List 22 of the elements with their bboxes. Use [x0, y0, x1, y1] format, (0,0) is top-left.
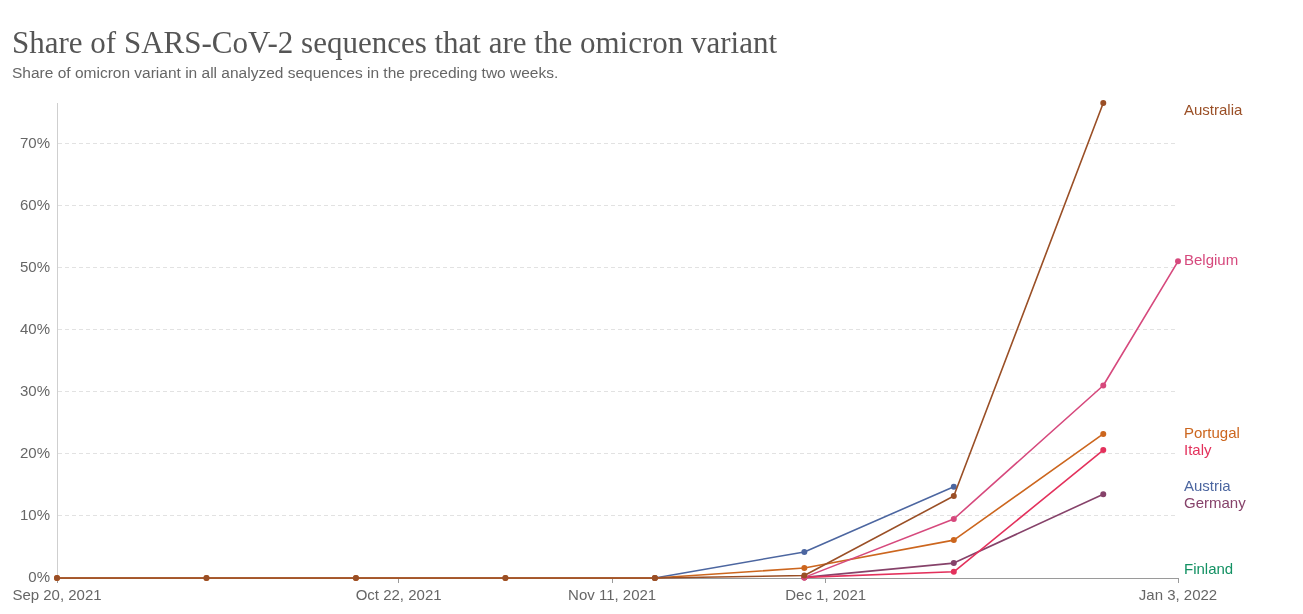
- chart-subtitle: Share of omicron variant in all analyzed sequences in the preceding two weeks.: [12, 64, 559, 82]
- text: Portugal: [1184, 424, 1240, 442]
- y-tick-label: 0%: [28, 568, 50, 586]
- y-tick-label: 10%: [19, 506, 50, 524]
- y-tick-label: 70%: [19, 133, 50, 151]
- series-label: Belgium: [1184, 251, 1239, 269]
- legend-label: Finland: [1184, 560, 1234, 578]
- text: Germany: [1184, 493, 1247, 511]
- x-tick-label: Oct 22, 2021: [355, 586, 442, 604]
- text: Italy: [1184, 441, 1213, 459]
- y-tick-label: 20%: [19, 443, 50, 461]
- y-tick-label: 30%: [19, 381, 50, 399]
- y-tick-label: 60%: [19, 195, 50, 213]
- text: Austria: [1184, 476, 1232, 494]
- x-tick-label: Sep 20, 2021: [12, 586, 102, 604]
- y-tick-label: 50%: [19, 257, 50, 275]
- text: Australia: [1184, 101, 1244, 119]
- y-tick-label: 40%: [19, 319, 50, 337]
- x-tick-label: Dec 1, 2021: [785, 586, 867, 604]
- chart-title: Share of SARS-CoV-2 sequences that are the omicron variant: [12, 25, 778, 61]
- x-tick-label: Nov 11, 2021: [568, 586, 657, 604]
- x-tick-label: Jan 3, 2022: [1138, 586, 1218, 604]
